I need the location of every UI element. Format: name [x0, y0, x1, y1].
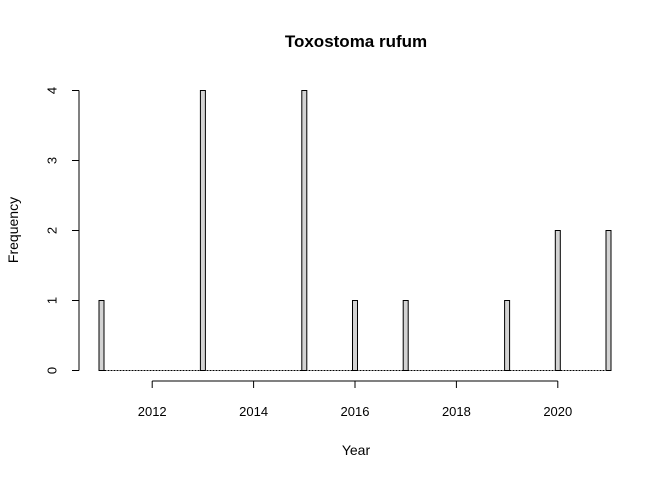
bar-2016	[352, 300, 358, 371]
x-tick-label-2014: 2014	[239, 404, 268, 419]
y-tick-label-0: 0	[44, 367, 59, 374]
x-tick-label-2012: 2012	[138, 404, 167, 419]
bars-group	[98, 90, 612, 371]
y-tick-label-1: 1	[44, 297, 59, 304]
bar-2020	[554, 230, 561, 371]
y-axis: 0 1 2 3 4	[44, 87, 80, 374]
x-tick-label-2020: 2020	[543, 404, 572, 419]
bar-2019	[504, 300, 511, 371]
bar-2011	[98, 300, 105, 371]
y-tick-label-4: 4	[44, 87, 59, 94]
y-axis-label: Frequency	[5, 197, 21, 263]
chart-title: Toxostoma rufum	[285, 32, 427, 51]
x-tick-label-2018: 2018	[442, 404, 471, 419]
x-axis-label: Year	[342, 442, 371, 458]
y-tick-label-3: 3	[44, 157, 59, 164]
y-tick-label-2: 2	[44, 227, 59, 234]
x-tick-label-2016: 2016	[341, 404, 370, 419]
bar-2015	[301, 90, 308, 371]
bar-2017	[402, 300, 409, 371]
x-axis: 2012 2014 2016 2018 2020	[138, 380, 572, 419]
bar-2013	[199, 90, 206, 371]
bar-2021	[605, 230, 612, 371]
